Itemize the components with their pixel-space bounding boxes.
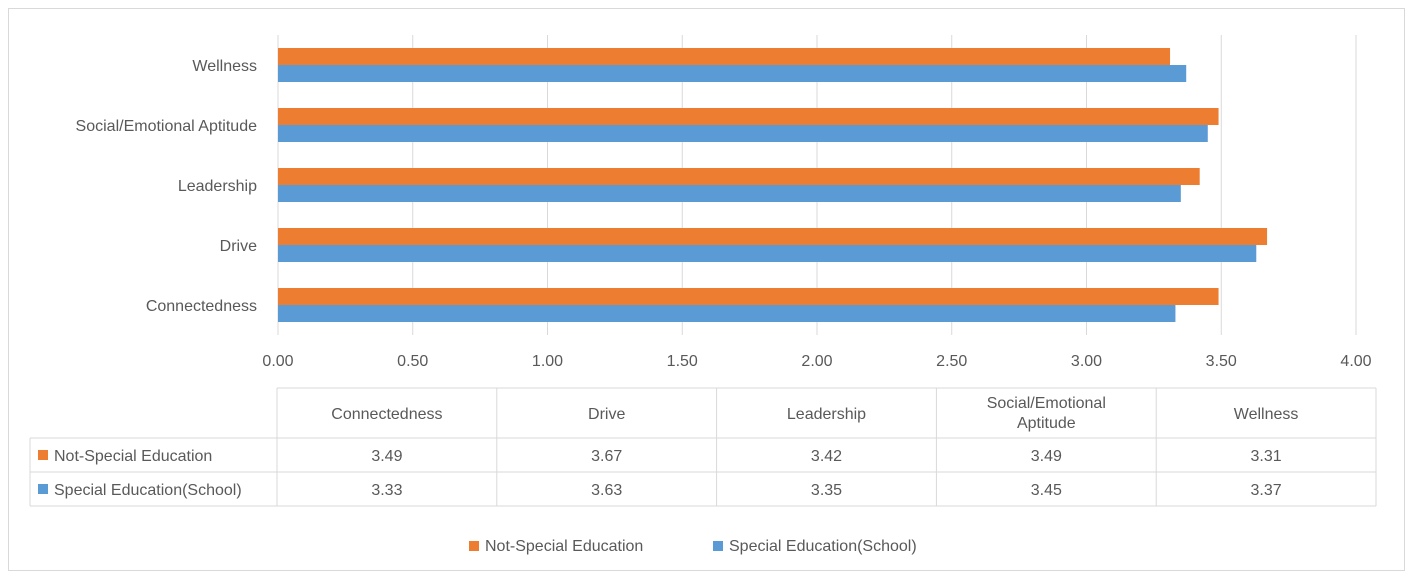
x-tick-label: 3.00: [1071, 353, 1102, 370]
bar-special-education-school: [278, 245, 1257, 262]
chart-frame: [8, 8, 1405, 571]
table-cell: 3.49: [1031, 448, 1062, 465]
table-cell: 3.33: [371, 482, 402, 499]
legend-label: Special Education(School): [729, 538, 917, 555]
table-row-label: Not-Special Education: [54, 448, 212, 465]
table-cell: 3.45: [1031, 482, 1062, 499]
table-legend-key: [38, 484, 48, 494]
bar-special-education-school: [278, 185, 1181, 202]
y-category-label: Drive: [220, 238, 257, 255]
bar-special-education-school: [278, 305, 1176, 322]
legend-label: Not-Special Education: [485, 538, 643, 555]
table-cell: 3.42: [811, 448, 842, 465]
x-tick-label: 2.50: [936, 353, 967, 370]
table-cell: 3.37: [1251, 482, 1282, 499]
table-cell: 3.63: [591, 482, 622, 499]
x-tick-label: 0.00: [262, 353, 293, 370]
y-category-label: Connectedness: [146, 298, 257, 315]
table-header-cell: Leadership: [787, 406, 866, 423]
y-category-label: Social/Emotional Aptitude: [76, 118, 258, 135]
bar-not-special-education: [278, 108, 1219, 125]
x-tick-label: 2.00: [801, 353, 832, 370]
bar-special-education-school: [278, 125, 1208, 142]
table-cell: 3.35: [811, 482, 842, 499]
legend-key: [713, 541, 723, 551]
table-header-cell: Connectedness: [331, 406, 442, 423]
table-header-cell: Wellness: [1234, 406, 1299, 423]
y-category-label: Wellness: [192, 58, 257, 75]
bar-not-special-education: [278, 48, 1171, 65]
table-cell: 3.67: [591, 448, 622, 465]
legend-key: [469, 541, 479, 551]
bar-not-special-education: [278, 168, 1200, 185]
x-tick-label: 0.50: [397, 353, 428, 370]
table-cell: 3.31: [1251, 448, 1282, 465]
bar-not-special-education: [278, 288, 1219, 305]
table-header-cell: Social/Emotional Aptitude: [987, 395, 1106, 432]
y-category-label: Leadership: [178, 178, 257, 195]
bar-special-education-school: [278, 65, 1187, 82]
x-tick-label: 4.00: [1340, 353, 1371, 370]
table-cell: 3.49: [371, 448, 402, 465]
x-tick-label: 3.50: [1206, 353, 1237, 370]
x-tick-label: 1.50: [667, 353, 698, 370]
x-tick-label: 1.00: [532, 353, 563, 370]
bar-not-special-education: [278, 228, 1268, 245]
table-header-cell: Drive: [588, 406, 625, 423]
table-row-label: Special Education(School): [54, 482, 242, 499]
table-legend-key: [38, 450, 48, 460]
